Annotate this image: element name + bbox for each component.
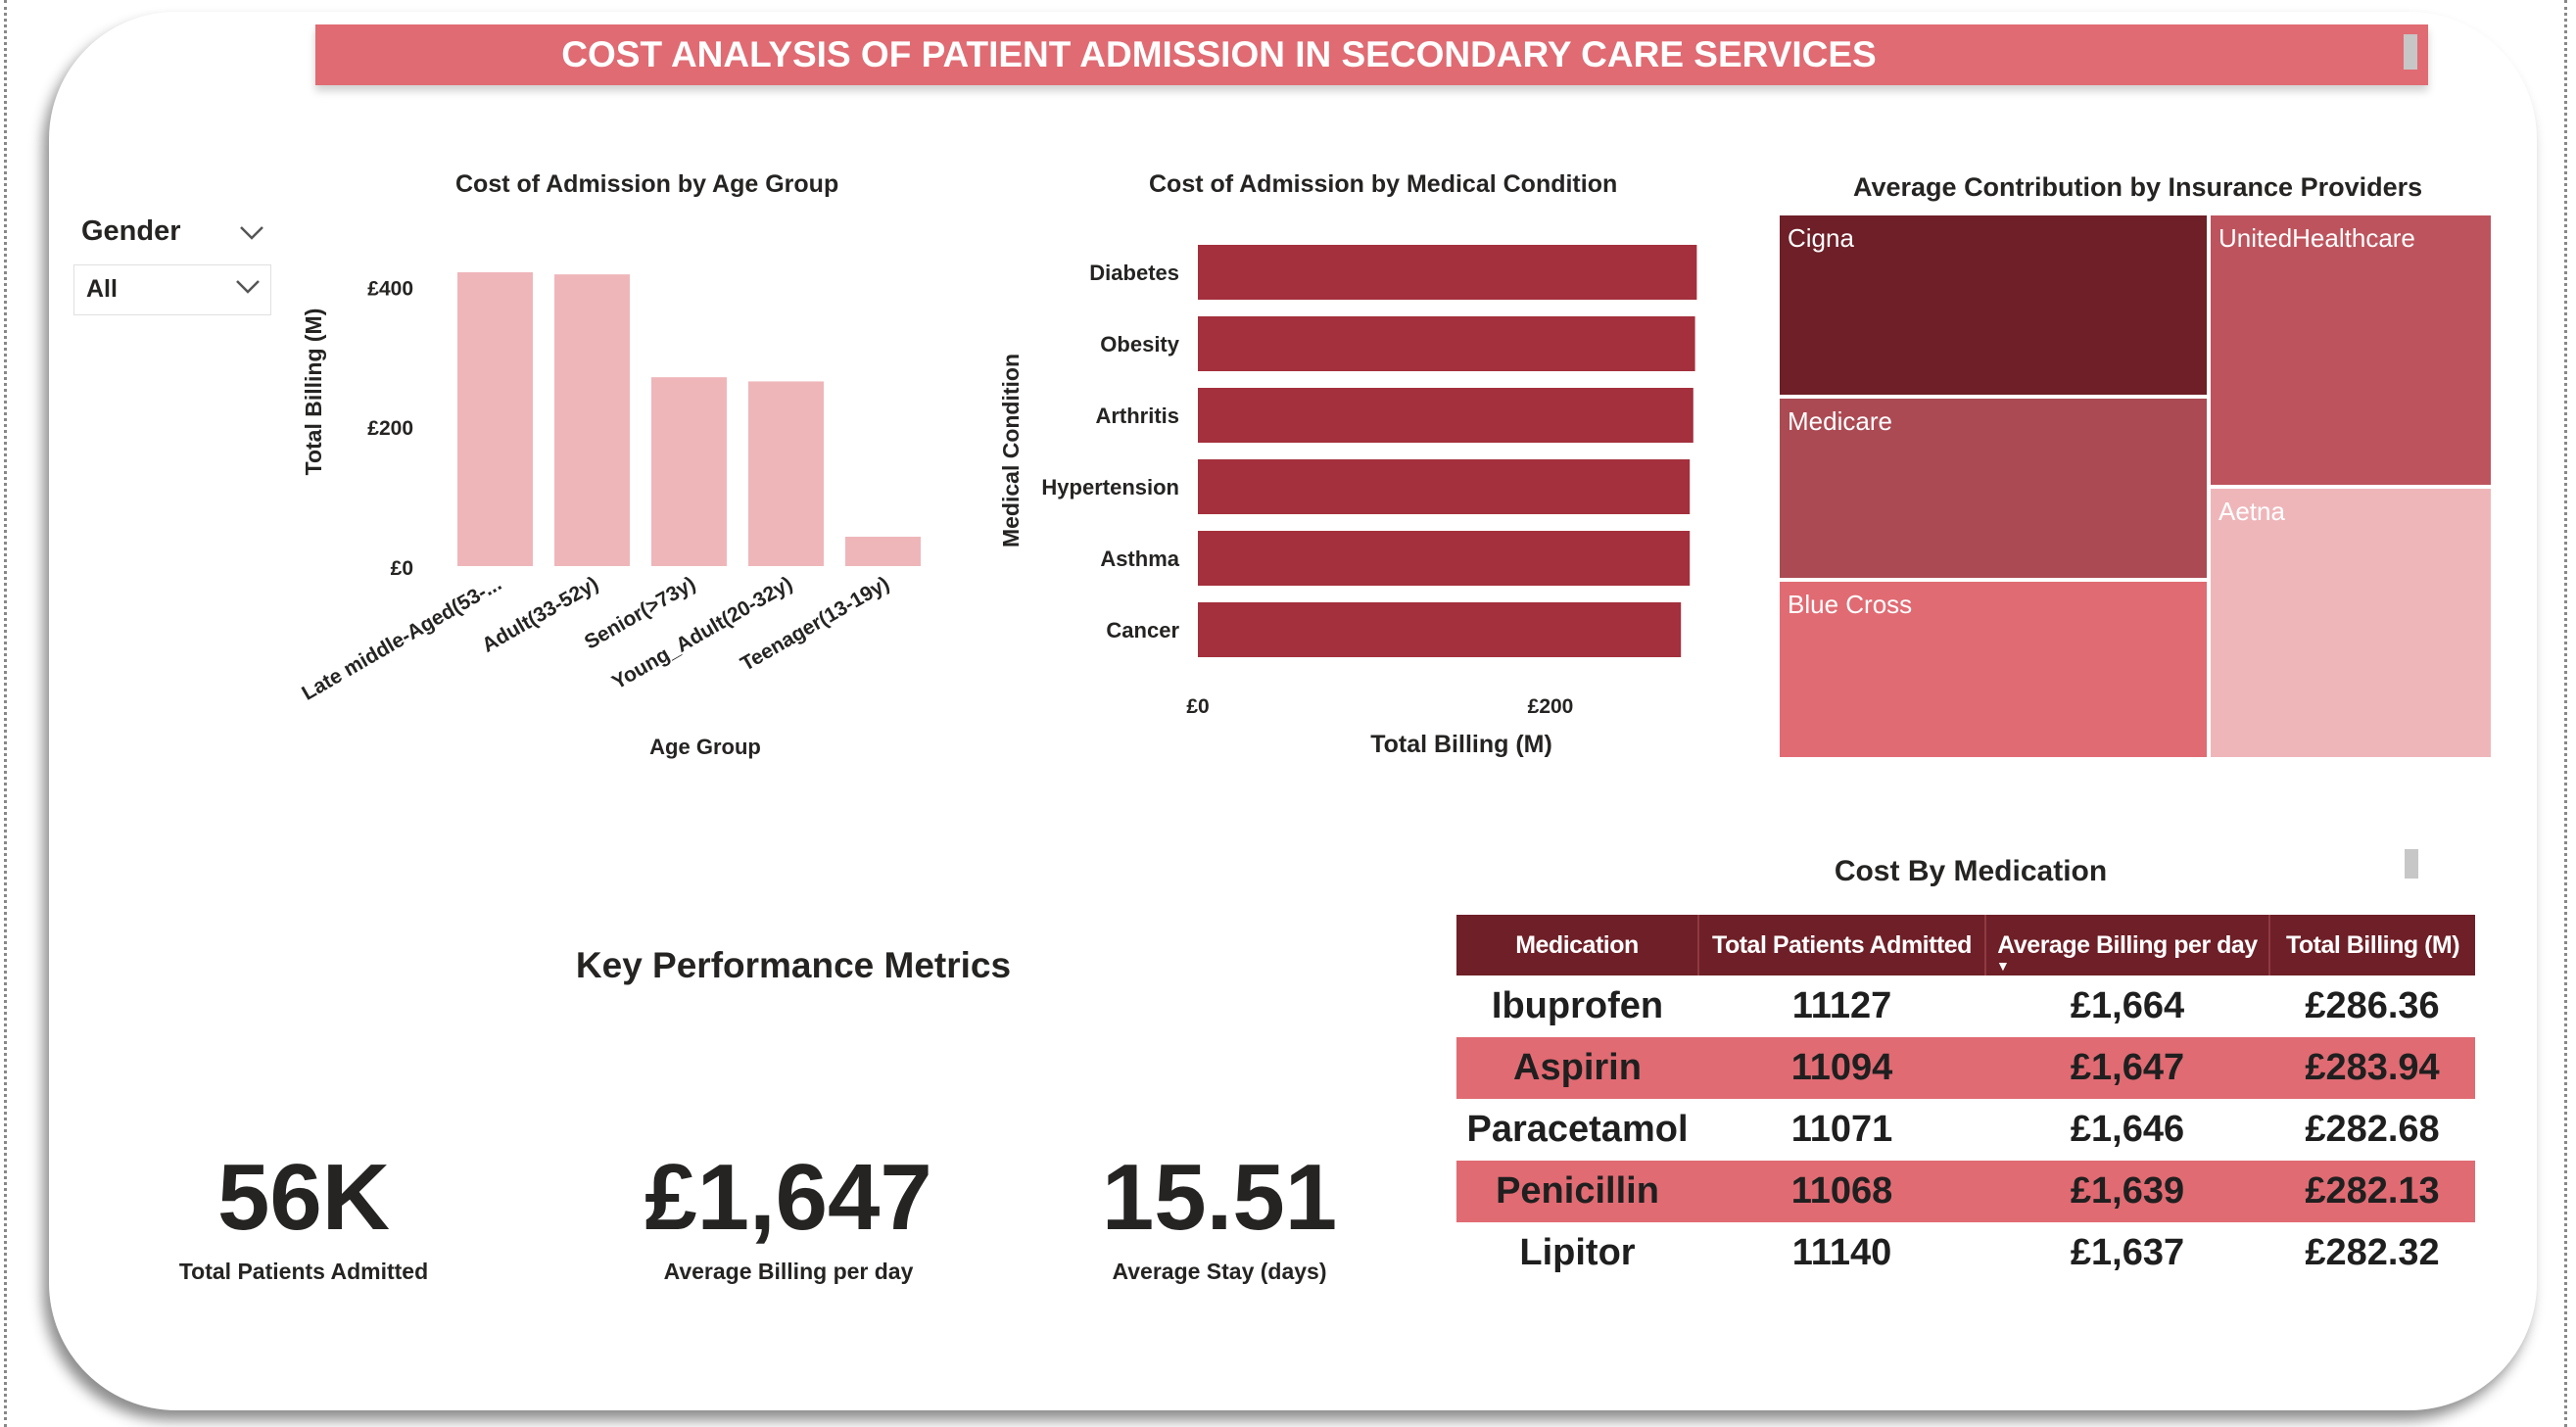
resize-handle-icon[interactable]: [2404, 34, 2417, 70]
y-axis-title: Total Billing (M): [301, 309, 326, 476]
table-row[interactable]: Paracetamol 11071 £1,646 £282.68: [1456, 1099, 2475, 1161]
table-cell: £282.32: [2305, 1232, 2440, 1273]
medical-condition-chart-title: Cost of Admission by Medical Condition: [1149, 170, 1618, 198]
table-cell: £286.36: [2305, 985, 2440, 1026]
sort-descending-icon: ▼: [1996, 958, 2010, 974]
y-tick-label: £200: [367, 417, 413, 440]
table-cell: £1,647: [1985, 1037, 2269, 1099]
x-axis-title: Age Group: [649, 735, 761, 759]
bar: [1198, 602, 1682, 657]
treemap-label: Blue Cross: [1788, 590, 1913, 619]
bar: [845, 537, 921, 566]
table-cell: Lipitor: [1519, 1232, 1636, 1273]
page-title: COST ANALYSIS OF PATIENT ADMISSION IN SE…: [561, 34, 1877, 74]
gender-slicer-label: Gender: [81, 215, 181, 247]
canvas-left-border: [4, 0, 7, 1427]
table-cell: 11068: [1698, 1161, 1985, 1222]
column-header-average-billing[interactable]: Average Billing per day ▼: [1985, 915, 2270, 975]
chevron-down-icon-svg: [236, 280, 260, 294]
y-axis-title: Medical Condition: [998, 354, 1024, 547]
table-header-row: Medication Total Patients Admitted Avera…: [1456, 915, 2475, 975]
column-header-medication[interactable]: Medication: [1456, 915, 1699, 975]
x-axis-title: Total Billing (M): [1370, 731, 1552, 758]
table-cell: Ibuprofen: [1491, 985, 1664, 1026]
y-tick-label: Cancer: [1106, 618, 1179, 642]
kpi-average-billing: £1,647 Average Billing per day: [602, 1151, 975, 1285]
treemap-cell[interactable]: Aetna: [2209, 487, 2493, 759]
treemap-cell[interactable]: Blue Cross: [1778, 580, 2209, 759]
treemap-label: Medicare: [1788, 406, 1892, 436]
resize-handle-icon[interactable]: [2405, 849, 2418, 879]
kpi-value: £1,647: [644, 1145, 932, 1250]
kpi-heading: Key Performance Metrics: [575, 945, 1012, 985]
chevron-down-icon-svg: [240, 226, 263, 240]
table-cell: £283.94: [2269, 1037, 2475, 1099]
bar: [457, 272, 533, 566]
chevron-down-icon[interactable]: [239, 217, 264, 248]
bar: [1198, 316, 1695, 371]
kpi-label: Average Stay (days): [1112, 1259, 1327, 1284]
gender-dropdown-value: All: [86, 275, 118, 303]
table-cell: £1,646: [2070, 1109, 2185, 1150]
y-tick-label: Obesity: [1100, 332, 1179, 357]
column-header-total-billing[interactable]: Total Billing (M): [2269, 915, 2475, 975]
x-tick-label: £0: [1186, 695, 1209, 718]
x-tick-label: £200: [1528, 695, 1574, 718]
table-row[interactable]: Ibuprofen 11127 £1,664 £286.36: [1456, 975, 2475, 1037]
y-tick-label: Arthritis: [1095, 404, 1179, 428]
table-cell: Paracetamol: [1466, 1109, 1689, 1150]
kpi-value: 56K: [216, 1145, 391, 1250]
kpi-average-stay: 15.51 Average Stay (days): [1058, 1151, 1381, 1285]
y-tick-label: £400: [367, 277, 413, 300]
y-tick-label: Diabetes: [1089, 261, 1179, 285]
table-row[interactable]: Lipitor 11140 £1,637 £282.32: [1456, 1222, 2475, 1284]
bar: [1198, 531, 1691, 586]
y-tick-label: Hypertension: [1041, 475, 1179, 499]
bar: [1198, 459, 1691, 514]
table-cell: Penicillin: [1456, 1161, 1698, 1222]
medication-table: Medication Total Patients Admitted Avera…: [1456, 915, 2475, 1284]
table-row[interactable]: Penicillin 11068 £1,639 £282.13: [1456, 1161, 2475, 1222]
table-cell: £1,637: [2070, 1232, 2185, 1273]
table-cell: £1,639: [1985, 1161, 2269, 1222]
treemap-cell[interactable]: Cigna: [1778, 214, 2209, 397]
kpi-total-patients: 56K Total Patients Admitted: [147, 1151, 460, 1285]
column-header-label: Average Billing per day: [1997, 930, 2258, 959]
table-cell: 11140: [1791, 1232, 1892, 1273]
y-tick-label: Asthma: [1100, 547, 1179, 571]
table-cell: 11127: [1791, 985, 1892, 1026]
insurance-treemap-title: Average Contribution by Insurance Provid…: [1853, 172, 2423, 202]
bar: [1198, 388, 1693, 443]
treemap-label: UnitedHealthcare: [2218, 223, 2415, 253]
bar: [554, 274, 630, 566]
treemap-label: Aetna: [2218, 497, 2285, 526]
table-cell: Aspirin: [1456, 1037, 1698, 1099]
table-body: Ibuprofen 11127 £1,664 £286.36 Aspirin 11094 £…: [1456, 975, 2475, 1284]
medical-condition-chart: Diabetes Obesity Arthritis Hypertension Asth…: [998, 245, 1697, 758]
bar: [748, 381, 824, 566]
treemap-cell[interactable]: Medicare: [1778, 397, 2209, 580]
age-group-chart-title: Cost of Admission by Age Group: [455, 170, 839, 198]
bar: [1198, 245, 1697, 300]
bar: [651, 377, 727, 566]
kpi-label: Total Patients Admitted: [178, 1259, 429, 1284]
gender-dropdown[interactable]: All: [73, 264, 271, 315]
canvas-right-border: [2564, 0, 2567, 1427]
table-cell: 11071: [1790, 1109, 1893, 1150]
table-cell: 11094: [1698, 1037, 1985, 1099]
table-cell: £282.68: [2305, 1109, 2440, 1150]
kpi-value: 15.51: [1101, 1145, 1338, 1250]
y-tick-label: £0: [391, 557, 413, 580]
table-row[interactable]: Aspirin 11094 £1,647 £283.94: [1456, 1037, 2475, 1099]
treemap-cell[interactable]: UnitedHealthcare: [2209, 214, 2493, 487]
table-cell: £282.13: [2269, 1161, 2475, 1222]
medication-table-title: Cost By Medication: [1834, 855, 2108, 887]
treemap-label: Cigna: [1788, 223, 1854, 253]
table-cell: £1,664: [2070, 985, 2185, 1026]
chevron-down-icon[interactable]: [235, 271, 261, 302]
kpi-label: Average Billing per day: [663, 1259, 914, 1284]
title-banner: COST ANALYSIS OF PATIENT ADMISSION IN SE…: [315, 24, 2428, 85]
column-header-total-patients[interactable]: Total Patients Admitted: [1698, 915, 1986, 975]
